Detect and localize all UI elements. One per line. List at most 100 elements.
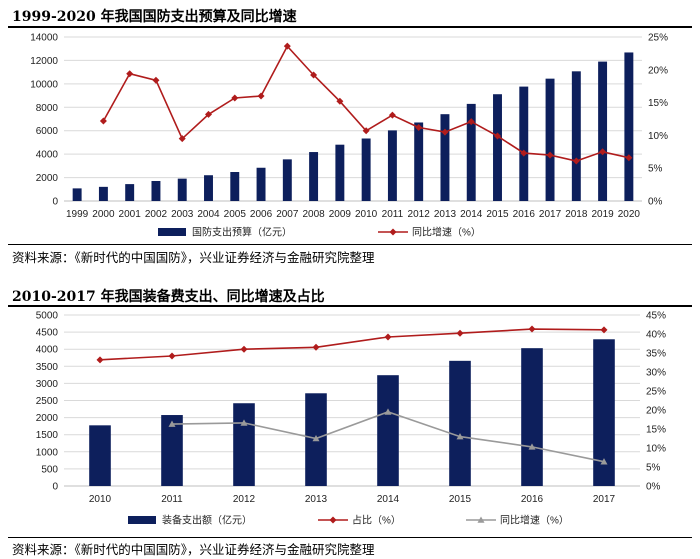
bar [521, 348, 543, 486]
x-tick-label: 2015 [449, 494, 472, 505]
y-left-tick-label: 14000 [30, 33, 58, 44]
legend-marker [389, 228, 397, 236]
x-tick-label: 2013 [434, 209, 457, 220]
y-right-tick-label: 5% [646, 463, 661, 474]
y-right-tick-label: 25% [648, 33, 668, 44]
bar [256, 167, 266, 201]
x-tick-label: 2013 [305, 494, 328, 505]
legend-label: 国防支出预算（亿元） [192, 226, 292, 239]
chart1-title-rule [8, 26, 692, 28]
bar [361, 138, 371, 201]
bar [593, 339, 615, 486]
y-left-tick-label: 3500 [36, 362, 59, 373]
point [494, 132, 501, 140]
point [312, 343, 320, 351]
y-left-tick-label: 500 [41, 464, 58, 475]
x-tick-label: 2009 [329, 209, 352, 220]
bar [414, 122, 424, 201]
point [456, 329, 464, 337]
y-left-tick-label: 8000 [36, 103, 59, 114]
bar [204, 175, 213, 201]
point [168, 352, 176, 360]
legend-label: 占比（%） [352, 514, 401, 527]
bar [151, 180, 161, 201]
y-right-tick-label: 10% [648, 131, 668, 142]
x-tick-label: 2000 [92, 209, 115, 220]
bar [89, 425, 111, 486]
bar [309, 152, 319, 201]
y-left-tick-label: 2000 [36, 413, 59, 424]
point [240, 419, 248, 426]
point [99, 117, 107, 125]
bar [624, 52, 634, 201]
bar [440, 114, 450, 201]
bar [161, 415, 183, 486]
x-tick-label: 2010 [355, 209, 378, 220]
point [362, 127, 370, 135]
legend-marker [477, 516, 485, 523]
bar [72, 188, 82, 201]
legend-marker [329, 516, 337, 524]
y-left-tick-label: 10000 [30, 79, 58, 90]
bar [282, 159, 292, 201]
y-right-tick-label: 35% [646, 349, 666, 360]
x-tick-label: 2001 [119, 209, 142, 220]
x-tick-label: 2019 [591, 209, 614, 220]
point [126, 70, 134, 78]
point [178, 135, 186, 143]
y-right-tick-label: 15% [648, 98, 668, 109]
chart2-plot: 0 500 1000 1500 2000 2500 3000 3500 4000 4500 5000… [36, 311, 666, 527]
point [467, 118, 475, 126]
point [240, 345, 248, 353]
y-right-tick-label: 40% [646, 330, 666, 341]
legend-label: 装备支出额（亿元） [162, 514, 252, 527]
x-tick-label: 2005 [224, 209, 247, 220]
y-right-tick-label: 20% [646, 406, 666, 417]
y-right-tick-label: 5% [648, 164, 663, 175]
chart1-plot: 0 2000 4000 6000 8000 10000 12000 14000 0% 5% 10% 1… [30, 33, 668, 239]
point [572, 157, 580, 165]
point [528, 325, 536, 333]
point [528, 443, 536, 450]
y-left-tick-label: 4500 [36, 328, 59, 339]
bar [230, 172, 240, 201]
point [415, 124, 423, 132]
legend-swatch [158, 228, 186, 236]
point [384, 408, 392, 415]
point [520, 149, 528, 157]
point [388, 111, 396, 119]
chart2-source-rule [8, 537, 692, 538]
point [168, 420, 176, 427]
bar [125, 184, 135, 201]
bar [335, 144, 345, 201]
point [310, 71, 318, 79]
chart2-title-rule [8, 305, 692, 307]
chart1-source: 资料来源：《新时代的中国国防》，兴业证券经济与金融研究院整理 [12, 250, 375, 265]
y-right-tick-label: 0% [646, 482, 661, 493]
bar [177, 178, 187, 201]
point [205, 110, 212, 118]
point [283, 42, 291, 50]
y-left-tick-label: 12000 [30, 56, 58, 67]
y-right-tick-label: 25% [646, 387, 666, 398]
point [441, 128, 449, 136]
x-tick-label: 2007 [276, 209, 299, 220]
bar [571, 71, 581, 201]
bar [98, 186, 108, 201]
point [257, 92, 265, 100]
point [546, 151, 554, 159]
bar [519, 86, 529, 201]
y-left-tick-label: 4000 [36, 150, 59, 161]
y-right-tick-label: 20% [648, 65, 668, 76]
x-tick-label: 2017 [539, 209, 562, 220]
legend-label: 同比增速（%） [500, 514, 569, 527]
x-tick-label: 2014 [377, 494, 400, 505]
point [599, 148, 607, 156]
bar [493, 94, 502, 201]
x-tick-label: 1999 [66, 209, 89, 220]
chart2-title: 2010-2017 年我国装备费支出、同比增速及占比 [12, 289, 325, 305]
y-left-tick-label: 1500 [36, 430, 59, 441]
x-tick-label: 2016 [521, 494, 544, 505]
x-tick-label: 2012 [233, 494, 256, 505]
x-tick-label: 2011 [382, 209, 404, 220]
